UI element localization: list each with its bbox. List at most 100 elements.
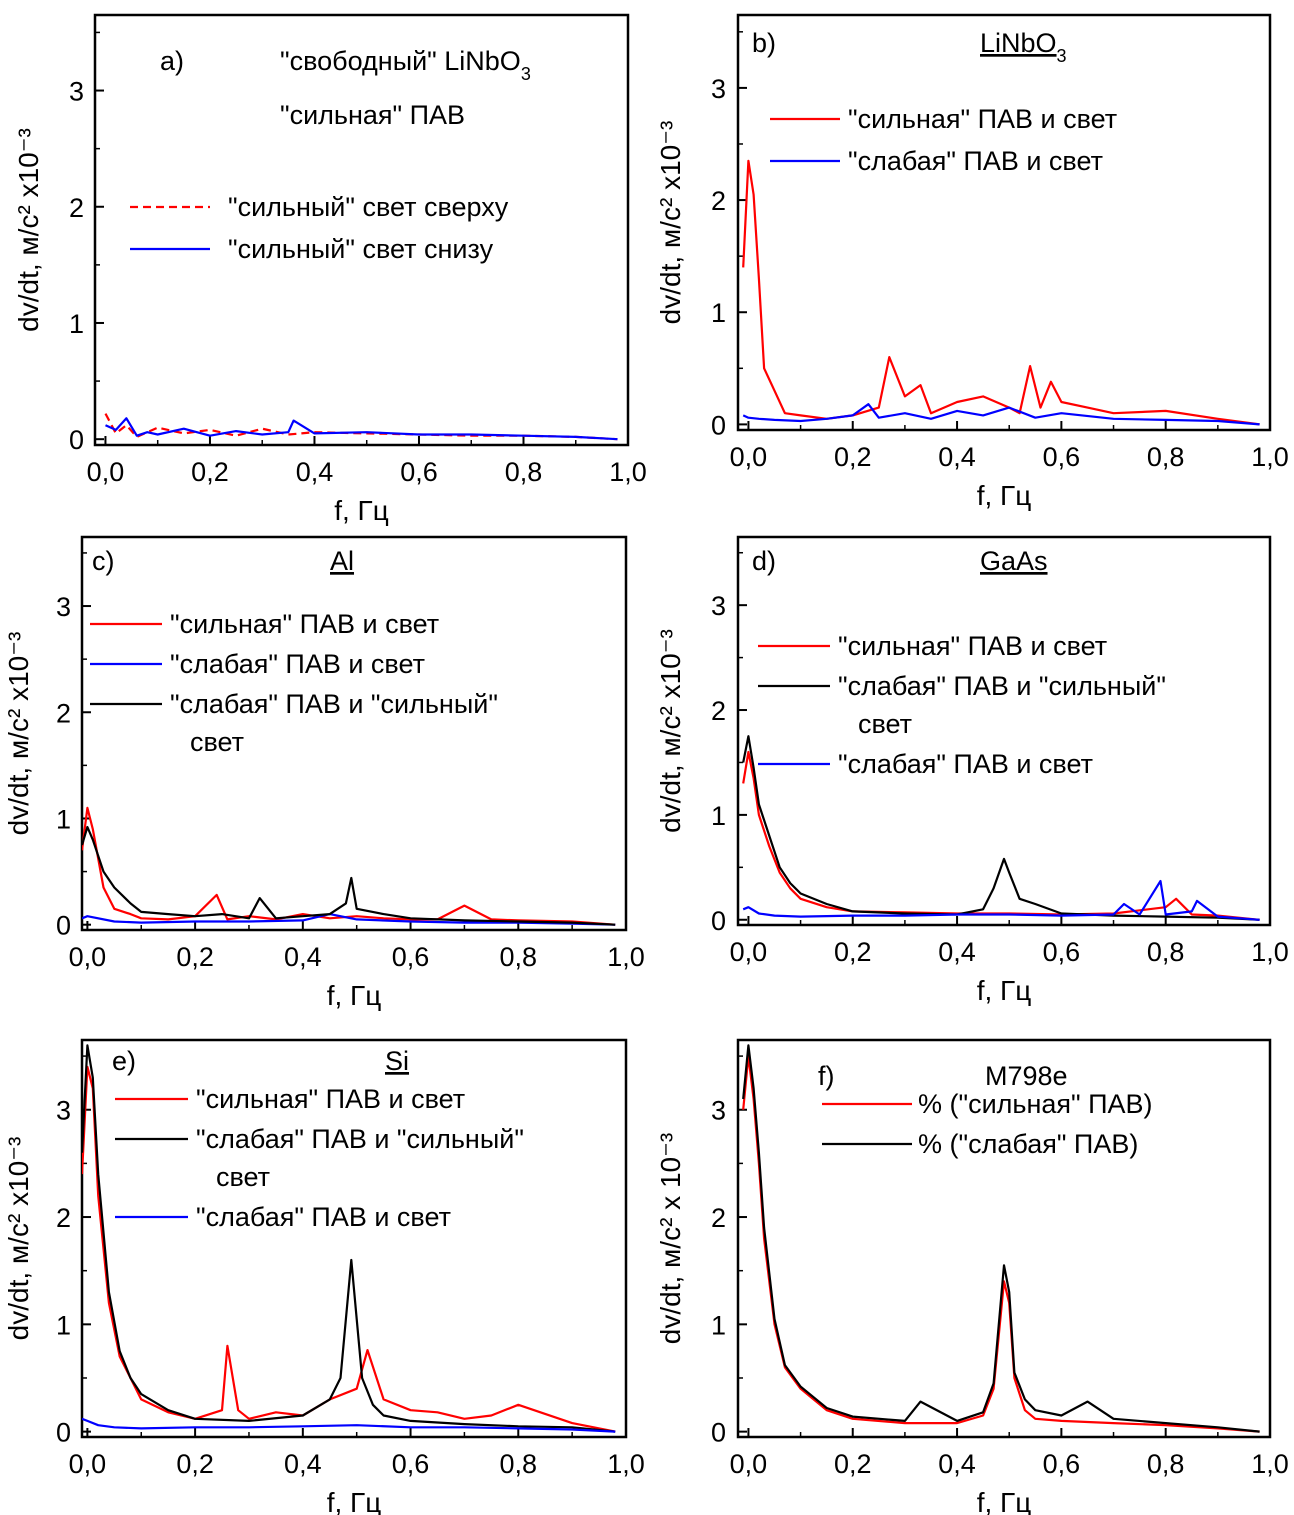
series-line — [82, 1044, 616, 1433]
y-axis-label: dv/dt, м/с² x 10⁻³ — [655, 1133, 686, 1344]
legend-label: "слабая" ПАВ и "сильный" — [196, 1124, 524, 1154]
y-tick-label: 3 — [56, 1096, 71, 1126]
title-subscript: 3 — [521, 64, 531, 84]
y-tick-label: 2 — [56, 1203, 71, 1233]
legend-label: свет — [216, 1162, 270, 1192]
x-tick-label: 0,4 — [938, 1449, 976, 1479]
panel-d: 0,0 0,2 0,4 0,6 0,8 1,0 0 1 2 3 f, Гц dv/dt, м/с² x… — [655, 535, 1289, 1006]
legend-label: "сильная" ПАВ и свет — [170, 609, 439, 639]
x-tick-label: 1,0 — [607, 942, 645, 972]
x-tick-label: 0,2 — [834, 442, 872, 472]
x-axis-label: f, Гц — [327, 1487, 382, 1515]
panel-letter: d) — [752, 546, 776, 576]
series-line — [82, 1065, 616, 1433]
series-line — [82, 912, 616, 926]
y-axis-label: dv/dt, м/с² x10⁻³ — [3, 1137, 34, 1341]
legend-label: "сильная" ПАВ и свет — [848, 104, 1117, 134]
x-tick-label: 0,4 — [284, 1449, 322, 1479]
x-tick-label: 1,0 — [1251, 937, 1289, 967]
legend-label: "сильная" ПАВ и свет — [196, 1084, 465, 1114]
y-tick-label: 1 — [56, 1310, 71, 1340]
title-part: GaAs — [980, 546, 1048, 576]
x-tick-label: 0,8 — [1147, 1449, 1185, 1479]
x-tick-label: 0,6 — [400, 457, 438, 487]
y-tick-label: 1 — [711, 801, 726, 831]
legend-label: % ("слабая" ПАВ) — [918, 1129, 1138, 1159]
y-axis-label: dv/dt, м/с² x10⁻³ — [655, 121, 686, 325]
x-tick-label: 1,0 — [607, 1449, 645, 1479]
x-tick-label: 0,0 — [730, 937, 768, 967]
y-axis-label: dv/dt, м/с² x10⁻³ — [13, 128, 44, 332]
x-axis-label: f, Гц — [334, 495, 389, 526]
x-axis-label: f, Гц — [977, 480, 1032, 511]
x-tick-label: 0,8 — [1147, 442, 1185, 472]
series-line — [742, 159, 1260, 426]
y-axis-label: dv/dt, м/с² x10⁻³ — [3, 632, 34, 836]
x-tick-label: 0,0 — [730, 1449, 768, 1479]
panel-title: LiNbO3 — [980, 28, 1067, 66]
panel-b: 0,0 0,2 0,4 0,6 0,8 1,0 0 1 2 3 f, Гц dv/dt, м/с² x… — [655, 13, 1289, 511]
x-tick-label: 0,2 — [176, 1449, 214, 1479]
x-tick-label: 0,8 — [500, 942, 538, 972]
x-tick-label: 0,2 — [176, 942, 214, 972]
panel-title: Al — [330, 546, 354, 576]
legend-label: "слабая" ПАВ и "сильный" — [170, 689, 498, 719]
x-tick-label: 0,4 — [296, 457, 334, 487]
legend-label: "сильный" свет сверху — [228, 192, 509, 222]
x-axis-label: f, Гц — [977, 1487, 1032, 1515]
panel-title: "сильная" ПАВ — [280, 100, 465, 130]
legend-label: % ("сильная" ПАВ) — [918, 1089, 1153, 1119]
panel-letter: e) — [112, 1046, 136, 1076]
panel-letter: f) — [818, 1061, 835, 1091]
legend-label: "слабая" ПАВ и свет — [848, 146, 1103, 176]
y-tick-label: 2 — [711, 1203, 726, 1233]
y-tick-label: 0 — [69, 425, 84, 455]
y-tick-label: 3 — [56, 592, 71, 622]
x-tick-label: 1,0 — [1251, 1449, 1289, 1479]
title-part: LiNbO — [980, 28, 1057, 58]
panel-title: M798e — [985, 1061, 1068, 1091]
plot-frame — [93, 13, 630, 447]
y-tick-label: 2 — [711, 186, 726, 216]
title-part: Si — [385, 1046, 409, 1076]
legend-label: "слабая" ПАВ и свет — [838, 749, 1093, 779]
title-part: "сильная" ПАВ — [280, 100, 465, 130]
x-tick-label: 1,0 — [609, 457, 647, 487]
title-part: M798e — [985, 1061, 1068, 1091]
panel-letter: a) — [160, 46, 184, 76]
y-tick-label: 0 — [711, 906, 726, 936]
x-tick-label: 0,6 — [1043, 1449, 1081, 1479]
x-tick-label: 0,4 — [938, 937, 976, 967]
panel-f: 0,0 0,2 0,4 0,6 0,8 1,0 0 1 2 3 f, Гц dv/dt, м/с² x… — [655, 1038, 1289, 1515]
x-tick-label: 0,2 — [834, 937, 872, 967]
x-tick-label: 0,2 — [834, 1449, 872, 1479]
title-part: "свободный" LiNbO — [280, 46, 521, 76]
x-tick-label: 1,0 — [1251, 442, 1289, 472]
y-tick-label: 0 — [56, 911, 71, 941]
x-tick-label: 0,6 — [1043, 442, 1081, 472]
x-tick-label: 0,4 — [284, 942, 322, 972]
x-tick-label: 0,0 — [69, 942, 107, 972]
x-tick-label: 0,8 — [1147, 937, 1185, 967]
panel-title: "свободный" LiNbO3 — [280, 46, 531, 84]
panel-title: Si — [385, 1046, 409, 1076]
x-tick-label: 0,2 — [191, 457, 229, 487]
series-line — [742, 403, 1260, 426]
x-tick-label: 0,0 — [69, 1449, 107, 1479]
series-line — [742, 1044, 1260, 1433]
plot-frame — [80, 535, 628, 932]
series-line — [82, 1417, 616, 1433]
x-tick-label: 0,6 — [1043, 937, 1081, 967]
panel-title: GaAs — [980, 546, 1048, 576]
panel-a: 0,0 0,2 0,4 0,6 0,8 1,0 0 1 2 3 f, Гц dv/dt, м/с² x… — [13, 13, 647, 526]
x-tick-label: 0,6 — [392, 942, 430, 972]
x-tick-label: 0,8 — [505, 457, 543, 487]
y-tick-label: 1 — [56, 804, 71, 834]
y-tick-label: 0 — [711, 1418, 726, 1448]
y-axis-label: dv/dt, м/с² x10⁻³ — [655, 629, 686, 833]
x-tick-label: 0,4 — [938, 442, 976, 472]
y-tick-label: 0 — [711, 410, 726, 440]
legend-label: "слабая" ПАВ и свет — [170, 649, 425, 679]
legend-label: "слабая" ПАВ и "сильный" — [838, 671, 1166, 701]
